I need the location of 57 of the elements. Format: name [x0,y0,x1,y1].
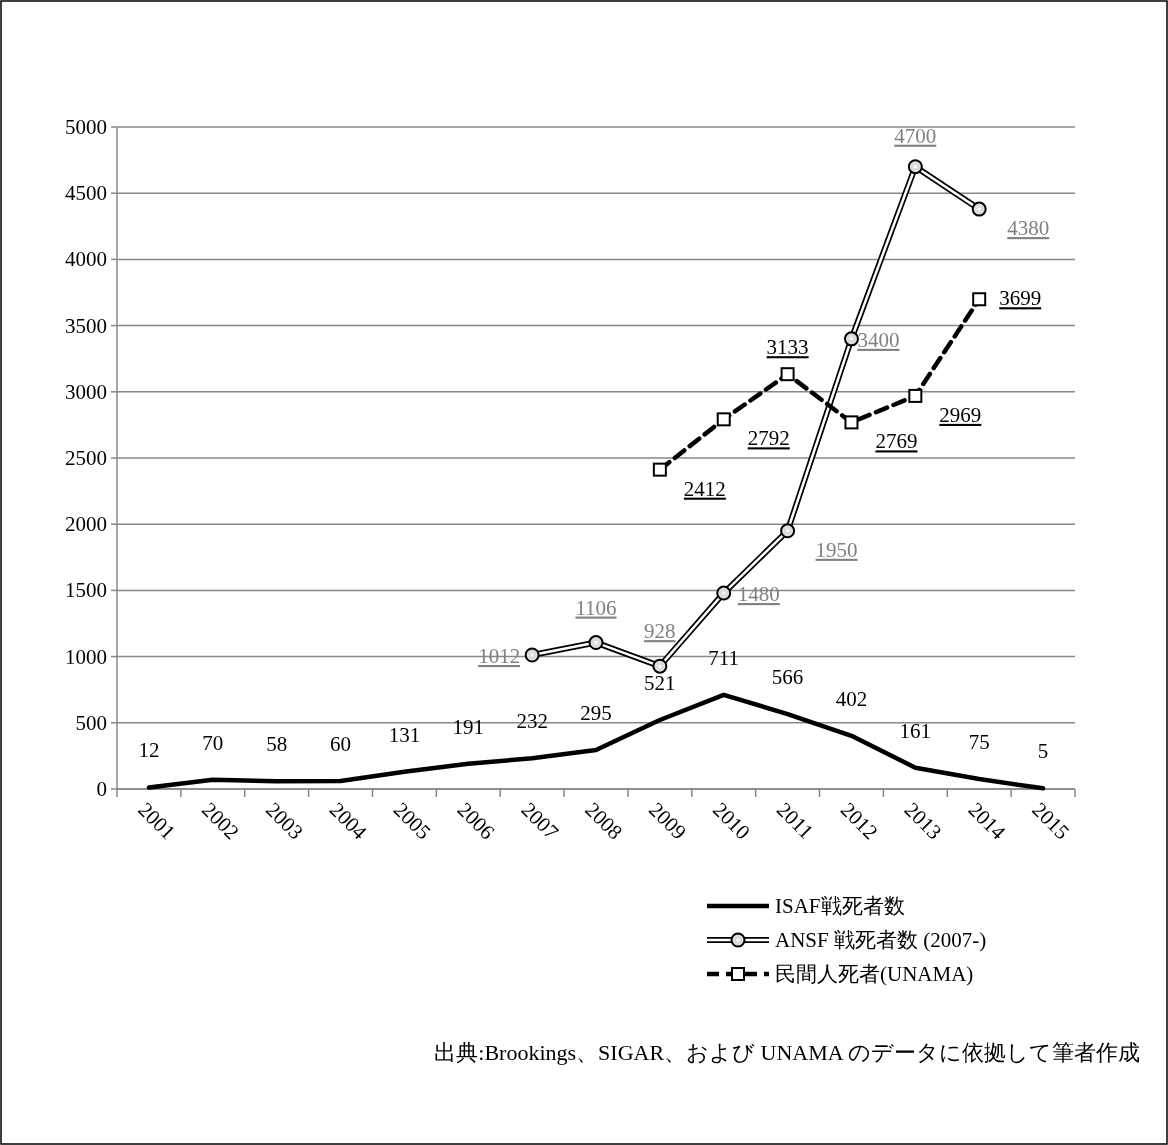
y-tick-label: 3000 [65,379,107,404]
source-note: 出典:Brookings、SIGAR、および UNAMA のデータに依拠して筆者作成 [434,1040,1140,1065]
point [908,388,923,403]
data-label: 70 [202,730,224,755]
y-tick-label: 2500 [65,446,107,470]
point [716,585,732,601]
data-label: 3699 [999,286,1042,311]
point [843,331,859,347]
point [844,415,859,430]
y-tick-label: 3500 [65,313,107,338]
data-label: 711 [708,645,740,670]
data-label: 2792 [747,426,790,451]
data-label: 2412 [683,476,726,501]
data-label: 566 [771,665,804,690]
point [716,412,731,427]
data-label: 2969 [939,402,982,427]
data-label: 3400 [857,327,900,352]
data-label: 5 [1037,739,1049,764]
legend-label: ANSF 戦死者数 (2007-) [775,928,987,952]
point [972,292,987,307]
point [780,523,796,539]
data-label: 60 [330,732,352,757]
y-tick-label: 2000 [65,512,107,537]
data-label: 232 [516,709,548,734]
legend-label: 民間人死者(UNAMA) [775,962,974,986]
data-label: 4380 [1007,216,1050,241]
y-tick-label: 1500 [65,578,107,603]
data-label: 131 [388,722,421,747]
data-label: 1950 [815,537,858,562]
point [524,647,540,663]
data-label: 191 [452,714,485,739]
data-label: 521 [644,671,676,696]
point [588,635,604,651]
data-label: 402 [835,686,868,711]
x-tick-label: 2007 [516,797,564,845]
data-label: 3133 [766,335,809,360]
data-label: 58 [266,732,288,757]
y-tick-label: 0 [96,777,107,801]
data-label: 2769 [875,429,918,454]
data-label: 295 [580,700,612,725]
y-tick-label: 500 [75,710,107,735]
y-tick-label: 5000 [65,115,107,139]
point [780,367,795,382]
data-label: 4700 [894,123,937,148]
y-tick-label: 4500 [65,181,107,206]
point [652,658,668,674]
data-label: 161 [899,718,932,743]
point [971,201,987,217]
y-tick-label: 4000 [65,247,107,272]
data-label: 1106 [575,595,617,620]
legend-label: ISAF戦死者数 [775,894,905,918]
data-label: 75 [968,730,990,755]
point [907,159,923,175]
data-label: 928 [644,619,676,644]
data-label: 12 [138,738,160,763]
y-tick-label: 1000 [65,644,107,669]
point [652,462,667,477]
